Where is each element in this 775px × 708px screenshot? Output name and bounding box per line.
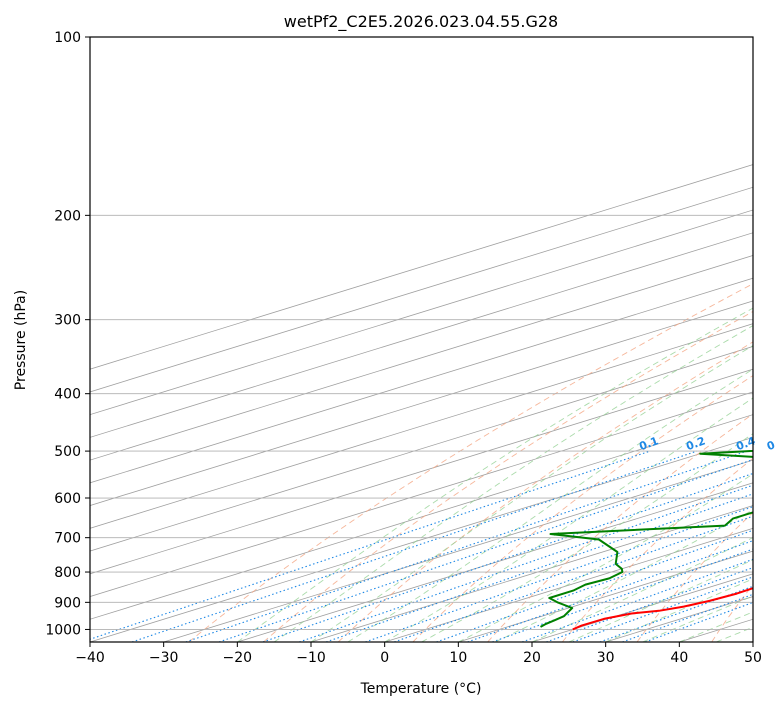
isotherm-line: [90, 164, 753, 370]
x-tick-label: 20: [523, 650, 541, 666]
mixing-ratio-label: 0.1: [637, 434, 660, 453]
mixing-ratio-line: [599, 585, 753, 642]
dry-adiabat-line: [337, 341, 753, 642]
isotherm-line: [90, 277, 753, 484]
moist-adiabat-line: [568, 559, 753, 642]
dry-adiabat-line: [487, 413, 753, 642]
x-tick-label: 0: [380, 650, 389, 666]
dry-adiabat-line: [711, 584, 753, 642]
x-tick-label: 50: [744, 650, 762, 666]
isotherm-line: [90, 255, 753, 461]
mixing-ratio-label: 0.4: [734, 434, 757, 453]
isotherm-line: [90, 346, 753, 552]
y-tick-label: 1000: [45, 622, 81, 638]
isotherm-line: [605, 596, 753, 642]
mixing-ratio-line: [90, 450, 651, 640]
mixing-ratio-line: [185, 450, 748, 642]
plot-frame: [89, 36, 754, 643]
dry-adiabat-line: [636, 511, 753, 642]
mixing-ratio-label: 0.2: [684, 434, 707, 453]
mixing-ratio-line: [262, 472, 753, 642]
isotherm-line: [531, 573, 753, 642]
isotherm-line: [90, 436, 753, 642]
moist-adiabat-line: [642, 595, 753, 642]
mixing-ratio-line: [546, 567, 753, 642]
y-tick-label: 900: [54, 595, 81, 611]
mixing-ratio-line: [218, 458, 753, 642]
dewpoint-profile-line: [540, 449, 753, 628]
isotherm-line: [90, 391, 753, 597]
isotherm-line: [163, 459, 753, 642]
dry-adiabat-line: [412, 375, 753, 642]
x-tick-label: 40: [670, 650, 688, 666]
mixing-ratio-label: 0.6: [765, 434, 775, 453]
isotherm-line: [90, 209, 753, 416]
y-tick-label: 800: [54, 565, 81, 581]
x-axis-label: Temperature (°C): [360, 681, 482, 697]
mixing-ratio-line: [645, 601, 753, 642]
dry-adiabat-line: [561, 457, 753, 642]
x-tick-label: −40: [75, 650, 105, 666]
y-tick-label: 200: [54, 208, 81, 224]
y-tick-label: 600: [54, 491, 81, 507]
moist-adiabat-line: [605, 578, 753, 642]
x-tick-label: 30: [597, 650, 615, 666]
moist-adiabat-line: [495, 509, 753, 642]
moist-adiabat-line: [273, 325, 753, 642]
isotherm-line: [90, 323, 753, 529]
mixing-ratio-line: [521, 558, 753, 642]
y-tick-label: 400: [54, 387, 81, 403]
chart-title: wetPf2_C2E5.2026.023.04.55.G28: [284, 12, 558, 32]
x-tick-label: −20: [223, 650, 253, 666]
x-tick-label: −30: [149, 650, 179, 666]
y-tick-label: 300: [54, 313, 81, 329]
moist-adiabat-line: [458, 473, 753, 642]
moist-adiabat-line: [237, 307, 753, 642]
dry-adiabat-line: [263, 311, 753, 642]
mixing-ratio-line: [622, 593, 753, 642]
isotherm-line: [384, 527, 753, 642]
isotherm-line: [90, 368, 753, 575]
mixing-ratio-line: [131, 450, 698, 642]
temperature-profile-line: [572, 587, 753, 631]
y-tick-label: 100: [54, 30, 81, 46]
dry-adiabat-line: [188, 283, 753, 642]
isotherm-line: [90, 414, 753, 620]
moist-adiabat-line: [531, 537, 753, 642]
y-axis-label: Pressure (hPa): [13, 290, 29, 390]
isotherm-line: [90, 232, 753, 438]
moist-adiabat-line: [384, 397, 753, 642]
mixing-ratio-line: [365, 506, 753, 642]
isotherm-line: [310, 505, 753, 642]
moist-adiabat-line: [347, 368, 753, 642]
y-tick-label: 700: [54, 531, 81, 547]
isotherm-line: [752, 641, 753, 642]
isotherm-line: [237, 482, 753, 642]
y-tick-label: 500: [54, 444, 81, 460]
x-tick-label: −10: [296, 650, 326, 666]
mixing-ratio-line: [492, 548, 753, 642]
isotherm-line: [90, 300, 753, 506]
isotherm-line: [90, 186, 753, 393]
mixing-ratio-line: [572, 576, 753, 642]
x-tick-label: 10: [449, 650, 467, 666]
